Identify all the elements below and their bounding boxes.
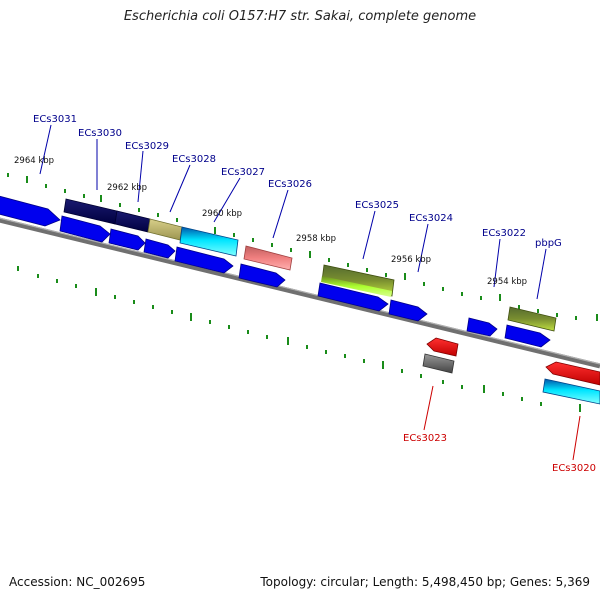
map-title: Escherichia coli O157:H7 str. Sakai, com… bbox=[123, 9, 477, 24]
gene-label[interactable]: ECs3027 bbox=[221, 167, 265, 178]
feature-track-forward bbox=[0, 195, 557, 332]
gene-label[interactable]: pbpG bbox=[535, 238, 562, 249]
gene-block-ecs3023[interactable] bbox=[422, 353, 455, 374]
label-leader-lines-reverse bbox=[423, 385, 581, 461]
genome-summary-text: Topology: circular; Length: 5,498,450 bp… bbox=[260, 575, 590, 589]
gene-arrow[interactable] bbox=[238, 263, 286, 288]
gene-arrow[interactable] bbox=[504, 324, 551, 348]
gene-block-ecs3025-lime[interactable] bbox=[321, 276, 392, 297]
gene-label[interactable]: ECs3026 bbox=[268, 179, 312, 190]
scale-label: 2954 kbp bbox=[487, 277, 527, 287]
inner-tick-ring bbox=[17, 266, 581, 412]
gene-label[interactable]: ECs3028 bbox=[172, 154, 216, 165]
gene-arrow[interactable] bbox=[317, 282, 389, 312]
feature-track-arrows bbox=[59, 215, 551, 348]
gene-labels-reverse: ECs3023 ECs3020 bbox=[403, 433, 596, 474]
gene-block-pbpg[interactable] bbox=[507, 306, 557, 332]
gene-arrow-reverse[interactable] bbox=[426, 337, 459, 357]
scale-label: 2964 kbp bbox=[14, 156, 54, 166]
gene-label[interactable]: ECs3030 bbox=[78, 128, 122, 139]
gene-block-ecs3020[interactable] bbox=[542, 378, 600, 405]
gene-label[interactable]: ECs3023 bbox=[403, 433, 447, 444]
gene-arrow[interactable] bbox=[143, 238, 176, 259]
gene-block-ecs3027[interactable] bbox=[179, 226, 239, 257]
gene-labels-forward: ECs3031 ECs3030 ECs3029 ECs3028 ECs3027 … bbox=[33, 114, 562, 249]
outer-tick-ring bbox=[7, 173, 598, 321]
scale-label: 2956 kbp bbox=[391, 255, 431, 265]
gene-arrow-reverse[interactable] bbox=[545, 361, 600, 386]
gene-label[interactable]: ECs3029 bbox=[125, 141, 169, 152]
gene-arrow[interactable] bbox=[466, 317, 498, 337]
gene-label[interactable]: ECs3020 bbox=[552, 463, 596, 474]
genome-backbone-highlight bbox=[0, 217, 600, 365]
accession-text: Accession: NC_002695 bbox=[9, 575, 146, 589]
feature-track-reverse bbox=[422, 337, 600, 405]
genome-backbone bbox=[0, 217, 600, 369]
gene-label[interactable]: ECs3025 bbox=[355, 200, 399, 211]
gene-label[interactable]: ECs3022 bbox=[482, 228, 526, 239]
label-leader-lines bbox=[39, 124, 547, 300]
gene-arrow[interactable] bbox=[174, 246, 234, 274]
gene-block-ecs3028[interactable] bbox=[147, 218, 183, 241]
gene-label[interactable]: ECs3031 bbox=[33, 114, 77, 125]
scale-label: 2960 kbp bbox=[202, 209, 242, 219]
scale-label: 2958 kbp bbox=[296, 234, 336, 244]
gene-label[interactable]: ECs3024 bbox=[409, 213, 453, 224]
gene-arrow[interactable] bbox=[108, 228, 146, 251]
gene-arrow[interactable] bbox=[0, 195, 61, 227]
gene-block-ecs3026[interactable] bbox=[243, 245, 293, 271]
scale-labels: 2964 kbp 2962 kbp 2960 kbp 2958 kbp 2956… bbox=[14, 156, 527, 287]
scale-label: 2962 kbp bbox=[107, 183, 147, 193]
gene-block-ecs3029[interactable] bbox=[114, 210, 151, 233]
gene-arrow[interactable] bbox=[388, 299, 428, 322]
gene-arrow[interactable] bbox=[59, 215, 111, 243]
